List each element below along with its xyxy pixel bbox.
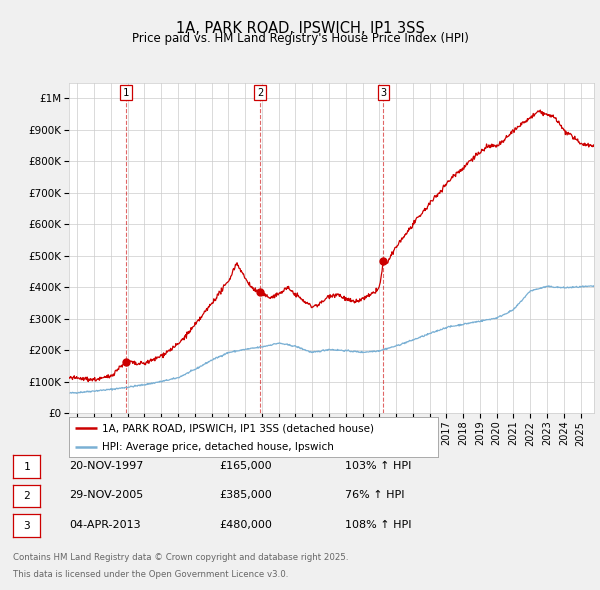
Text: 103% ↑ HPI: 103% ↑ HPI	[345, 461, 412, 470]
Text: 1: 1	[123, 87, 129, 97]
Text: 3: 3	[380, 87, 386, 97]
Text: HPI: Average price, detached house, Ipswich: HPI: Average price, detached house, Ipsw…	[102, 442, 334, 452]
Text: £165,000: £165,000	[219, 461, 272, 470]
Text: 2: 2	[257, 87, 263, 97]
Text: 2: 2	[23, 491, 30, 501]
Text: £480,000: £480,000	[219, 520, 272, 529]
Text: 20-NOV-1997: 20-NOV-1997	[69, 461, 143, 470]
Text: 108% ↑ HPI: 108% ↑ HPI	[345, 520, 412, 529]
Text: 3: 3	[23, 521, 30, 530]
Text: Contains HM Land Registry data © Crown copyright and database right 2025.: Contains HM Land Registry data © Crown c…	[13, 553, 349, 562]
Text: 1A, PARK ROAD, IPSWICH, IP1 3SS (detached house): 1A, PARK ROAD, IPSWICH, IP1 3SS (detache…	[102, 424, 374, 434]
Text: 29-NOV-2005: 29-NOV-2005	[69, 490, 143, 500]
Text: 04-APR-2013: 04-APR-2013	[69, 520, 140, 529]
Text: 76% ↑ HPI: 76% ↑ HPI	[345, 490, 404, 500]
Text: 1A, PARK ROAD, IPSWICH, IP1 3SS: 1A, PARK ROAD, IPSWICH, IP1 3SS	[176, 21, 424, 35]
Text: Price paid vs. HM Land Registry's House Price Index (HPI): Price paid vs. HM Land Registry's House …	[131, 32, 469, 45]
Text: This data is licensed under the Open Government Licence v3.0.: This data is licensed under the Open Gov…	[13, 571, 289, 579]
Text: £385,000: £385,000	[219, 490, 272, 500]
Text: 1: 1	[23, 462, 30, 471]
